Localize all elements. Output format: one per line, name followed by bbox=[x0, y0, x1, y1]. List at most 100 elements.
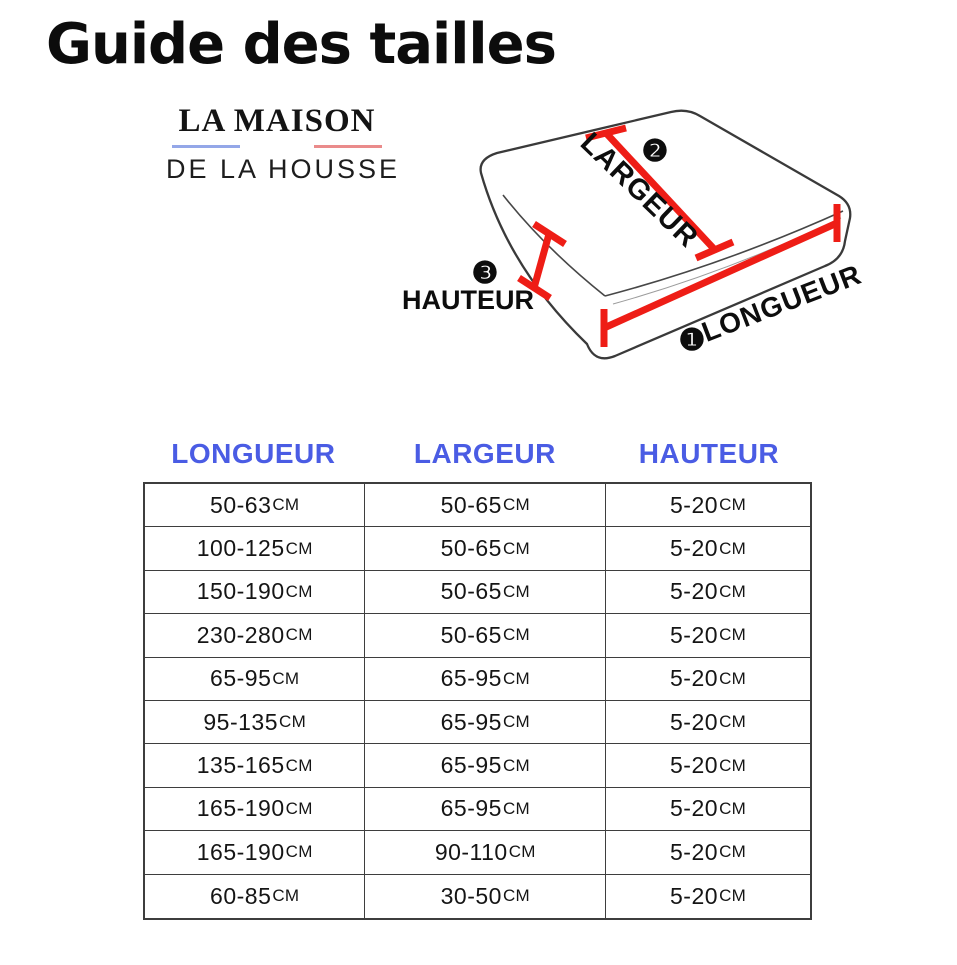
table-row: 60-85 CM 30-50 CM 5-20 CM bbox=[145, 874, 810, 918]
size-value: 100-125 bbox=[196, 535, 285, 562]
table-row: 95-135 CM 65-95 CM 5-20 CM bbox=[145, 700, 810, 745]
table-row: 135-165 CM 65-95 CM 5-20 CM bbox=[145, 744, 810, 788]
size-unit: CM bbox=[719, 798, 747, 818]
size-unit: CM bbox=[719, 625, 747, 645]
longueur-cell: 65-95 CM bbox=[145, 658, 364, 700]
largeur-cell: 50-65 CM bbox=[364, 570, 605, 614]
table-row: 65-95 CM 65-95 CM 5-20 CM bbox=[145, 657, 810, 701]
table-row: 100-125 CM 50-65 CM 5-20 CM bbox=[145, 527, 810, 571]
hauteur-label: HAUTEUR bbox=[402, 285, 534, 315]
size-value: 165-190 bbox=[196, 795, 285, 822]
size-unit: CM bbox=[272, 495, 300, 515]
size-value: 5-20 bbox=[670, 708, 719, 735]
largeur-badge: ❷ bbox=[642, 135, 669, 168]
size-unit: CM bbox=[502, 495, 530, 515]
size-unit: CM bbox=[285, 625, 313, 645]
size-value: 230-280 bbox=[196, 621, 285, 648]
table-row: 50-63 CM 50-65 CM 5-20 CM bbox=[145, 484, 810, 528]
longueur-cell: 60-85 CM bbox=[145, 875, 364, 918]
size-unit: CM bbox=[502, 798, 530, 818]
table-row: 165-190 CM 65-95 CM 5-20 CM bbox=[145, 787, 810, 832]
hauteur-measure-line bbox=[517, 221, 567, 301]
longueur-cell: 135-165 CM bbox=[145, 744, 364, 786]
longueur-badge: ❶ bbox=[679, 324, 706, 357]
largeur-cell: 65-95 CM bbox=[364, 657, 605, 700]
size-unit: CM bbox=[285, 842, 313, 862]
header-largeur: LARGEUR bbox=[413, 438, 556, 469]
size-value: 50-63 bbox=[210, 491, 272, 518]
brand-name: LA MAISON bbox=[178, 103, 376, 139]
hauteur-cell: 5-20 CM bbox=[605, 787, 810, 831]
table-row: 230-280 CM 50-65 CM 5-20 CM bbox=[145, 614, 810, 658]
largeur-cell: 50-65 CM bbox=[364, 614, 605, 657]
flag-red-segment bbox=[314, 145, 382, 148]
hauteur-cell: 5-20 CM bbox=[605, 700, 810, 744]
size-value: 65-95 bbox=[440, 665, 502, 692]
largeur-cell: 65-95 CM bbox=[364, 700, 605, 744]
hauteur-cell: 5-20 CM bbox=[605, 657, 810, 700]
size-unit: CM bbox=[272, 668, 300, 688]
size-unit: CM bbox=[719, 842, 747, 862]
size-value: 50-65 bbox=[440, 621, 502, 648]
hauteur-badge: ❸ bbox=[472, 257, 499, 290]
longueur-cell: 165-190 CM bbox=[145, 788, 364, 830]
header-hauteur: HAUTEUR bbox=[638, 438, 780, 469]
longueur-cell: 150-190 CM bbox=[145, 571, 364, 613]
largeur-cell: 30-50 CM bbox=[364, 874, 605, 918]
size-unit: CM bbox=[502, 581, 530, 601]
size-unit: CM bbox=[279, 712, 307, 732]
size-unit: CM bbox=[502, 668, 530, 688]
cushion-measurement-diagram: ❷ LARGEUR ❶ LONGUEUR ❸ HAUTEUR bbox=[402, 109, 866, 360]
largeur-cell: 50-65 CM bbox=[364, 527, 605, 570]
size-value: 95-135 bbox=[203, 708, 278, 735]
hauteur-cell: 5-20 CM bbox=[605, 484, 810, 527]
brand-subtitle: DE LA HOUSSE bbox=[166, 154, 401, 184]
hauteur-cell: 5-20 CM bbox=[605, 744, 810, 787]
size-unit: CM bbox=[285, 755, 313, 775]
size-unit: CM bbox=[719, 886, 747, 906]
size-value: 90-110 bbox=[434, 838, 508, 865]
table-row: 165-190 CM 90-110 CM 5-20 CM bbox=[145, 831, 810, 875]
size-value: 5-20 bbox=[670, 665, 719, 692]
size-value: 50-65 bbox=[440, 578, 502, 605]
size-value: 65-95 bbox=[440, 795, 502, 822]
french-flag-divider bbox=[172, 145, 382, 148]
hauteur-cell: 5-20 CM bbox=[605, 527, 810, 570]
size-value: 65-95 bbox=[440, 752, 502, 779]
size-value: 135-165 bbox=[196, 752, 285, 779]
hauteur-cell: 5-20 CM bbox=[605, 831, 810, 874]
size-unit: CM bbox=[502, 625, 530, 645]
largeur-measure-line bbox=[585, 124, 735, 262]
table-header-row: LONGUEUR LARGEUR HAUTEUR bbox=[143, 438, 812, 470]
size-value: 5-20 bbox=[670, 578, 719, 605]
size-unit: CM bbox=[285, 538, 313, 558]
size-unit: CM bbox=[719, 712, 747, 732]
hauteur-cell: 5-20 CM bbox=[605, 874, 810, 918]
size-unit: CM bbox=[502, 886, 530, 906]
size-unit: CM bbox=[285, 798, 313, 818]
size-value: 5-20 bbox=[670, 491, 719, 518]
flag-blue-segment bbox=[172, 145, 240, 148]
hauteur-cell: 5-20 CM bbox=[605, 570, 810, 614]
largeur-cell: 65-95 CM bbox=[364, 744, 605, 787]
size-unit: CM bbox=[272, 886, 300, 906]
size-value: 50-65 bbox=[440, 491, 502, 518]
size-unit: CM bbox=[502, 538, 530, 558]
longueur-measure-line bbox=[600, 204, 841, 347]
size-value: 5-20 bbox=[670, 535, 719, 562]
cushion-front-top-edge bbox=[604, 210, 844, 297]
cushion-outline bbox=[479, 109, 852, 360]
hauteur-cell: 5-20 CM bbox=[605, 614, 810, 657]
size-value: 60-85 bbox=[210, 882, 272, 909]
size-unit: CM bbox=[719, 538, 747, 558]
size-value: 5-20 bbox=[670, 882, 719, 909]
size-value: 5-20 bbox=[670, 752, 719, 779]
size-unit: CM bbox=[502, 712, 530, 732]
longueur-cell: 165-190 CM bbox=[145, 831, 364, 873]
longueur-cell: 50-63 CM bbox=[145, 484, 364, 526]
size-value: 50-65 bbox=[440, 535, 502, 562]
size-value: 5-20 bbox=[670, 795, 719, 822]
largeur-cell: 50-65 CM bbox=[364, 484, 605, 527]
cushion-left-top-edge bbox=[502, 194, 606, 297]
